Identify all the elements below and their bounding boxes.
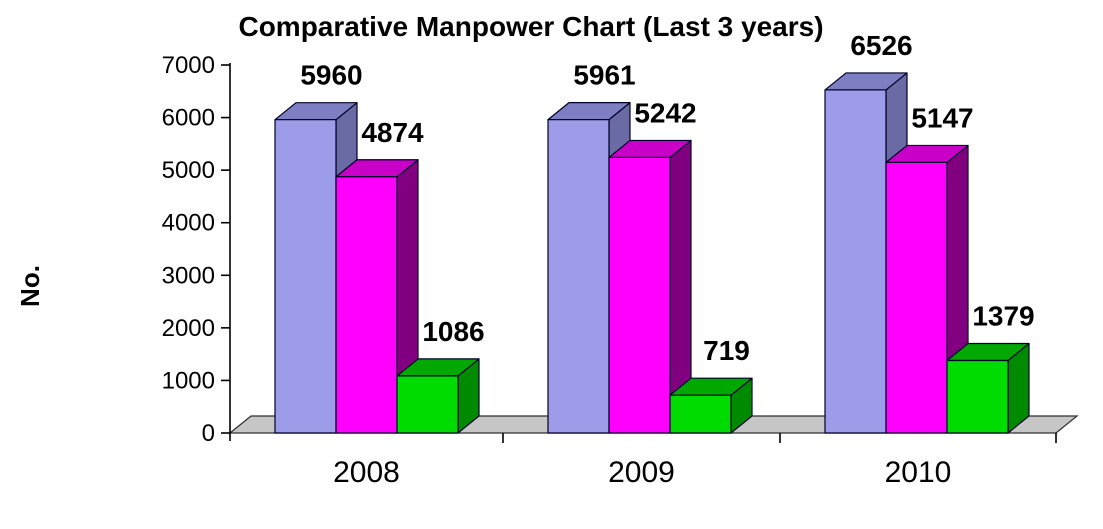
y-tick-label-5000: 5000 [162,157,215,184]
bar-2008-series1 [274,119,337,434]
data-label-2008-series2: 4874 [361,117,424,148]
y-tick-label-2000: 2000 [162,315,215,342]
x-label-2010: 2010 [885,456,952,489]
bar-2008-series3 [396,375,459,434]
y-tick-label-7000: 7000 [162,52,215,79]
data-label-2008-series1: 5960 [300,60,362,91]
bar-2009-series1 [547,119,610,434]
data-label-2009-series1: 5961 [573,60,635,91]
bar-2010-series3 [946,359,1009,434]
x-label-2008: 2008 [333,456,400,489]
y-tick-label-0: 0 [202,420,215,447]
bar-2010-series1 [824,89,887,434]
chart-title: Comparative Manpower Chart (Last 3 years… [238,11,824,42]
y-tick-label-6000: 6000 [162,105,215,132]
y-tick-label-3000: 3000 [162,262,215,289]
y-tick-label-4000: 4000 [162,210,215,237]
data-label-2010-series3: 1379 [972,301,1034,332]
bar-2010-series2 [885,161,948,434]
bar-2009-series2 [608,156,671,434]
data-label-2009-series2: 5242 [634,97,696,128]
data-label-2010-series1: 6526 [850,30,912,61]
data-label-2008-series3: 1086 [422,316,484,347]
bar-2009-series3 [669,394,732,434]
data-label-2009-series3: 719 [703,335,750,366]
data-label-2010-series2: 5147 [911,102,973,133]
bar-2008-series2 [335,176,398,434]
y-tick-label-1000: 1000 [162,367,215,394]
x-label-2009: 2009 [608,456,675,489]
